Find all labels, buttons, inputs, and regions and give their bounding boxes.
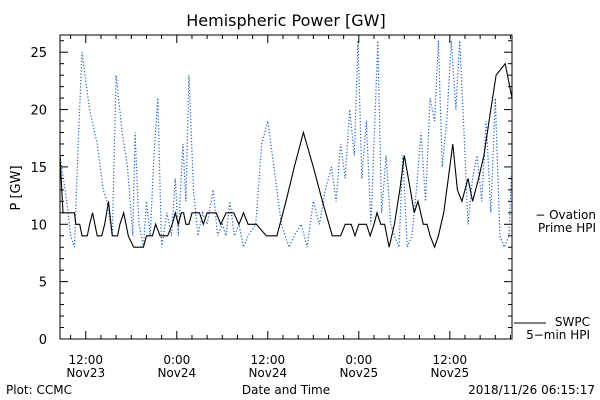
legend-swpc-label-line2: 5−min HPI	[526, 328, 590, 342]
series-layer	[60, 40, 512, 250]
y-tick-label: 0	[39, 333, 47, 348]
legend-ovation-label-line1: − Ovation	[535, 208, 596, 222]
chart-title: Hemispheric Power [GW]	[186, 11, 385, 30]
y-tick-label: 25	[30, 46, 47, 61]
x-tick-label-date: Nov24	[157, 366, 196, 380]
y-tick-label: 15	[30, 161, 47, 176]
x-tick-label-time: 12:00	[433, 353, 468, 367]
tick-marks	[60, 35, 512, 340]
x-tick-label-time: 0:00	[345, 353, 372, 367]
x-tick-label-time: 0:00	[163, 353, 190, 367]
x-tick-label-date: Nov24	[248, 366, 287, 380]
y-tick-label: 20	[30, 104, 47, 119]
x-axis-label: Date and Time	[242, 383, 330, 397]
x-tick-labels: 12:00Nov230:00Nov2412:00Nov240:00Nov2512…	[66, 353, 469, 380]
x-tick-label-date: Nov23	[66, 366, 105, 380]
y-axis-label: P [GW]	[9, 165, 24, 210]
series-swpc-hpi	[60, 62, 512, 249]
plot-timestamp: 2018/11/26 06:15:17	[468, 383, 595, 397]
y-tick-label: 5	[39, 276, 47, 291]
y-tick-labels: 0 5 10 15 20 25	[30, 46, 47, 348]
legend-ovation-label-line2: Prime HPI	[538, 221, 596, 235]
legend-swpc-label-line1: SWPC	[555, 315, 590, 329]
y-tick-label: 10	[30, 218, 47, 233]
plot-credit: Plot: CCMC	[6, 383, 72, 397]
x-tick-label-time: 12:00	[251, 353, 286, 367]
plot-frame	[59, 34, 513, 340]
x-tick-label-time: 12:00	[68, 353, 103, 367]
x-tick-label-date: Nov25	[430, 366, 469, 380]
series-ovation-prime-hpi	[60, 40, 512, 250]
legend: − Ovation Prime HPI SWPC 5−min HPI	[514, 208, 596, 342]
x-tick-label-date: Nov25	[339, 366, 378, 380]
